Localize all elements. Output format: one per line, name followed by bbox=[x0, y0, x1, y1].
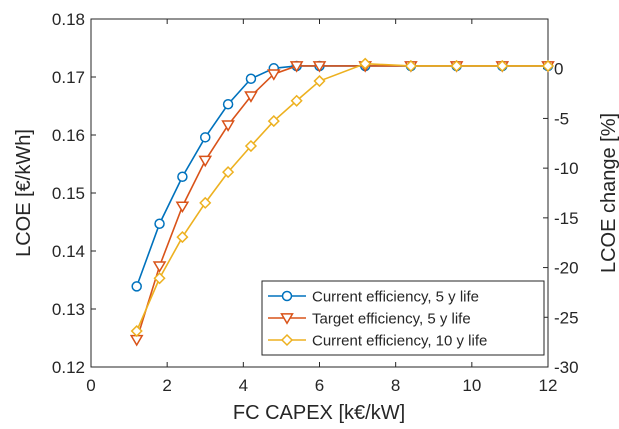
legend-items: Current efficiency, 5 y life Target effic… bbox=[268, 289, 487, 350]
data-point bbox=[222, 99, 234, 110]
y-tick-label: 0.17 bbox=[52, 68, 85, 87]
data-point bbox=[199, 196, 212, 209]
legend-label: Target efficiency, 5 y life bbox=[312, 311, 471, 328]
series-line bbox=[135, 62, 548, 332]
x-tick-label: 0 bbox=[86, 376, 95, 395]
data-point bbox=[313, 74, 326, 88]
data-point bbox=[198, 155, 213, 168]
legend-marker bbox=[280, 333, 294, 347]
y-tick-label: 0.13 bbox=[52, 300, 85, 319]
data-point bbox=[450, 59, 463, 73]
x-tick-label: 6 bbox=[315, 376, 324, 395]
data-point bbox=[541, 59, 555, 73]
data-point bbox=[245, 73, 257, 84]
y-tick-label: 0.15 bbox=[52, 184, 85, 203]
data-point bbox=[359, 57, 372, 70]
data-point bbox=[152, 261, 167, 273]
y-right-tick-label: -10 bbox=[554, 159, 579, 178]
x-tick-label: 4 bbox=[239, 376, 248, 395]
legend-item: Current efficiency, 5 y life bbox=[268, 289, 479, 306]
y-right-tick-label: -5 bbox=[554, 109, 569, 128]
data-point bbox=[131, 281, 142, 292]
y-axis-right: -30 -25 -20 -15 -10 -5 0 bbox=[543, 60, 579, 377]
data-point bbox=[177, 171, 188, 183]
data-point bbox=[312, 61, 327, 73]
y-right-tick-label: -30 bbox=[554, 358, 579, 377]
data-point bbox=[200, 132, 211, 143]
data-point bbox=[153, 272, 166, 285]
y-axis-title: LCOE [€/kWh] bbox=[13, 129, 35, 257]
legend-label: Current efficiency, 5 y life bbox=[312, 289, 479, 306]
y-tick-label: 0.12 bbox=[52, 358, 85, 377]
legend-label: Current efficiency, 10 y life bbox=[312, 333, 487, 350]
y-right-tick-label: -25 bbox=[554, 308, 579, 327]
data-point bbox=[175, 201, 190, 214]
data-point bbox=[290, 94, 303, 107]
data-point bbox=[496, 59, 509, 73]
data-point bbox=[289, 61, 304, 73]
legend-item: Current efficiency, 10 y life bbox=[268, 333, 487, 350]
data-point bbox=[244, 139, 258, 153]
legend-box bbox=[261, 280, 545, 356]
y-tick-label: 0.16 bbox=[52, 126, 85, 145]
x-tick-label: 8 bbox=[391, 376, 400, 395]
series-layer bbox=[129, 57, 555, 347]
x-tick-label: 10 bbox=[462, 376, 481, 395]
legend-marker bbox=[280, 313, 294, 325]
y-axis-left: 0.12 0.13 0.14 0.15 0.16 0.17 0.18 bbox=[52, 10, 96, 377]
x-tick-label: 2 bbox=[162, 376, 171, 395]
data-point bbox=[176, 231, 189, 244]
x-tick-label: 12 bbox=[539, 376, 558, 395]
y-tick-label: 0.14 bbox=[52, 242, 85, 261]
y-right-tick-label: -15 bbox=[554, 209, 579, 228]
data-point bbox=[244, 91, 258, 103]
legend-item: Target efficiency, 5 y life bbox=[268, 311, 471, 328]
x-axis-title: FC CAPEX [k€/kW] bbox=[233, 402, 405, 424]
data-point bbox=[222, 166, 235, 179]
legend-marker bbox=[281, 290, 293, 302]
y-right-tick-label: 0 bbox=[554, 60, 563, 79]
data-point bbox=[266, 69, 281, 81]
y-tick-label: 0.18 bbox=[52, 10, 85, 29]
series-3 bbox=[130, 57, 555, 338]
data-point bbox=[130, 324, 143, 338]
y-axis-right-title: LCOE change [%] bbox=[598, 113, 619, 273]
legend: Current efficiency, 5 y life Target effic… bbox=[261, 280, 545, 356]
x-axis: 0 2 4 6 8 10 12 bbox=[86, 19, 557, 395]
data-point bbox=[154, 218, 165, 229]
y-right-tick-label: -20 bbox=[554, 259, 579, 278]
data-point bbox=[267, 115, 280, 128]
data-point bbox=[221, 120, 235, 132]
data-point bbox=[404, 59, 417, 73]
